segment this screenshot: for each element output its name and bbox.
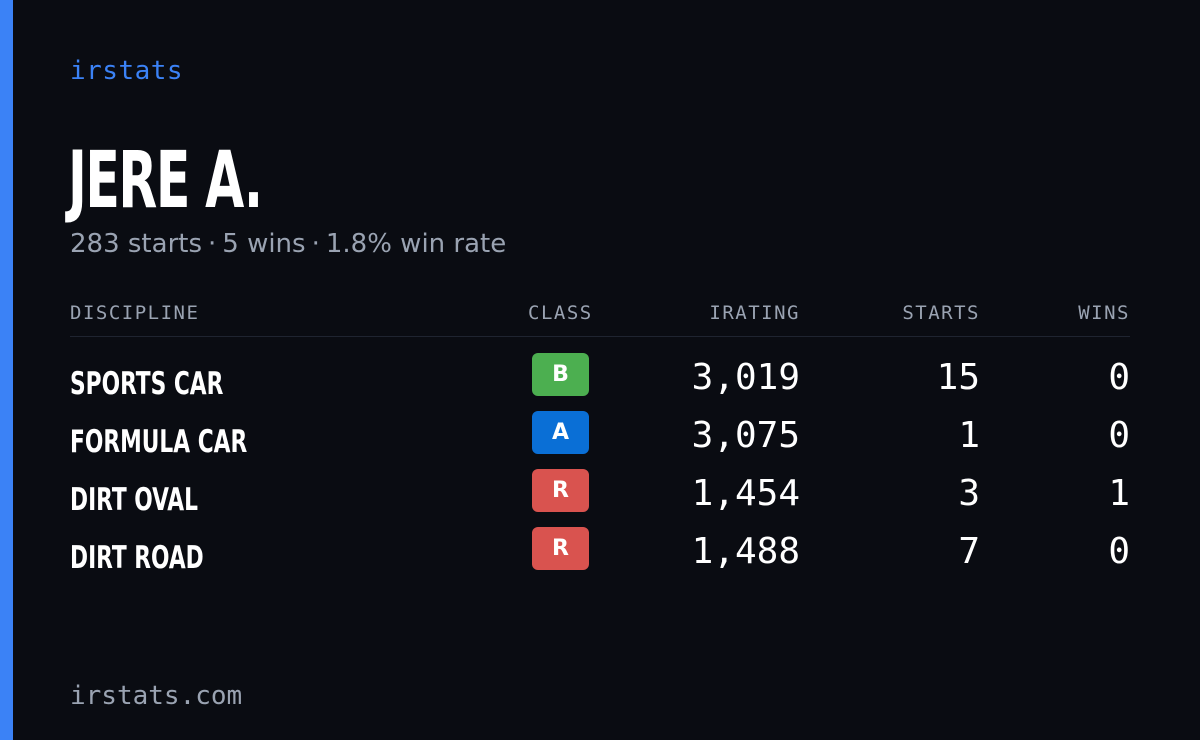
wins-value: 0 (1108, 415, 1130, 456)
driver-summary: 283 starts · 5 wins · 1.8% win rate (70, 229, 506, 259)
footer-url: irstats.com (70, 681, 243, 711)
starts-value: 3 (958, 473, 980, 514)
table-row: FORMULA CAR A 3,075 1 0 (70, 411, 1130, 469)
header-discipline: DISCIPLINE (70, 302, 200, 324)
discipline-name: SPORTS CAR (70, 366, 224, 402)
header-irating: IRATING (709, 302, 800, 324)
separator-dot: · (311, 229, 320, 259)
starts-value: 7 (958, 531, 980, 572)
discipline-name: DIRT OVAL (70, 482, 198, 518)
accent-bar (0, 0, 13, 740)
wins-value: 1 (1108, 473, 1130, 514)
irating-value: 3,019 (691, 357, 800, 398)
starts-value: 1 (958, 415, 980, 456)
wins-value: 0 (1108, 531, 1130, 572)
wins-value: 0 (1108, 357, 1130, 398)
table-row: DIRT ROAD R 1,488 7 0 (70, 527, 1130, 585)
brand-logo-text: irstats (70, 56, 184, 86)
table-row: DIRT OVAL R 1,454 3 1 (70, 469, 1130, 527)
class-badge: B (532, 353, 589, 396)
separator-dot: · (208, 229, 217, 259)
irating-value: 1,454 (691, 473, 800, 514)
irating-value: 1,488 (691, 531, 800, 572)
starts-summary: 283 starts (70, 229, 202, 259)
class-badge: A (532, 411, 589, 454)
table-header: DISCIPLINE CLASS IRATING STARTS WINS (70, 298, 1130, 337)
header-wins: WINS (1078, 302, 1130, 324)
driver-name: JERE A. (68, 136, 263, 226)
discipline-name: DIRT ROAD (70, 540, 204, 576)
wins-summary: 5 wins (222, 229, 306, 259)
class-badge: R (532, 469, 589, 512)
header-starts: STARTS (902, 302, 980, 324)
discipline-name: FORMULA CAR (70, 424, 248, 460)
class-badge: R (532, 527, 589, 570)
table-row: SPORTS CAR B 3,019 15 0 (70, 353, 1130, 411)
starts-value: 15 (936, 357, 980, 398)
win-rate-summary: 1.8% win rate (325, 229, 507, 259)
irating-value: 3,075 (691, 415, 800, 456)
license-table: DISCIPLINE CLASS IRATING STARTS WINS SPO… (70, 298, 1130, 585)
header-class: CLASS (528, 302, 593, 324)
